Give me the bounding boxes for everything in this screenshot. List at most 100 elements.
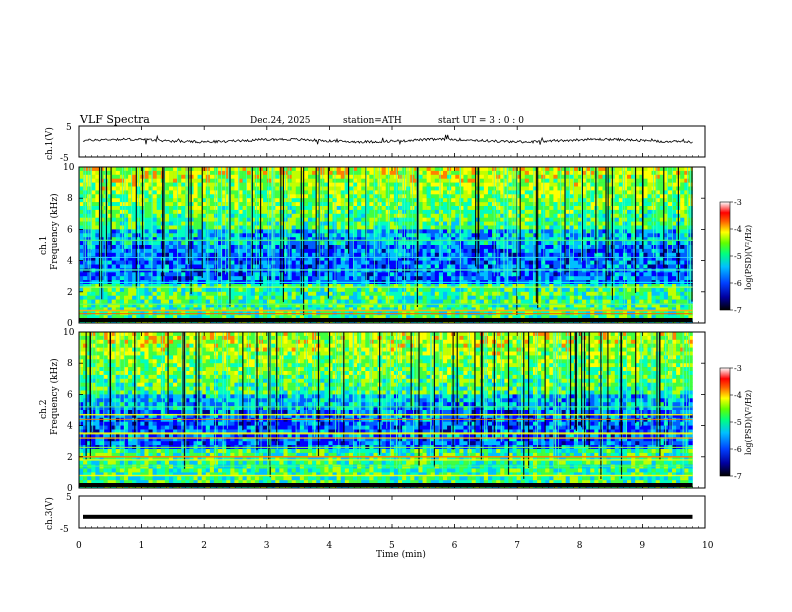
spectrogram-cell [516,248,522,254]
spectrogram-cell [410,303,415,308]
spectrogram-cell [463,186,468,191]
spectrogram-cell [111,291,117,296]
spectrogram-cell [275,303,280,308]
spectrogram-cell [283,276,288,281]
spectrogram-cell [357,178,362,183]
spectrogram-cell [213,315,219,320]
spectrogram-cell [508,170,513,176]
spectrogram-cell [373,170,378,176]
spectrogram-cell [279,194,284,199]
spectrogram-cell [430,174,436,179]
spectrogram-cell [524,315,530,320]
spectrogram-cell [541,256,546,261]
spectrogram-cell [430,190,436,195]
spectrogram-cell [418,190,423,195]
spectrogram-cell [267,245,272,250]
spectrogram-cell [95,272,100,277]
spectrogram-cell [79,233,84,238]
spectrogram-cell [119,260,125,265]
spectrogram-cell [385,225,391,230]
spectrogram-cell [361,237,366,242]
spectrogram-cell [123,276,129,281]
spectrogram-cell [279,202,284,207]
spectrogram-cell [95,260,100,265]
spectrogram-cell [197,186,202,191]
spectrogram-cell [528,287,534,293]
spectrogram-cell [295,260,301,265]
spectrogram-cell [561,190,566,195]
spectrogram-cell [324,260,329,265]
spectrogram-cell [340,272,346,277]
spectrogram-cell [234,202,239,207]
spectrogram-cell [504,206,509,211]
spectrogram-cell [545,213,550,218]
spectrogram-cell [177,178,182,183]
spectrogram-cell [377,241,382,246]
spectrogram-cell [79,284,84,289]
spectrogram-cell [242,217,247,222]
spectrogram-cell [168,190,174,195]
spectrogram-cell [95,291,100,296]
spectrogram-cell [177,217,182,222]
spectrogram-cell [303,276,309,281]
spectrogram-cell [303,284,309,289]
spectrogram-cell [573,260,579,265]
spectrogram-cell [479,190,485,195]
spectrogram-cell [561,248,566,254]
spectrogram-cell [271,190,276,195]
spectrogram-cell [254,233,260,238]
spectrogram-cell [271,186,276,191]
spectrogram-cell [430,178,436,183]
spectrogram-cell [263,198,268,203]
spectrogram-cell [242,287,247,293]
spectrogram-cell [316,237,321,242]
spectrogram-cell [516,291,522,296]
spectrogram-cell [492,295,497,300]
spectrogram-cell [561,178,566,183]
spectrogram-cell [230,299,235,304]
spectrogram-cell [91,206,96,211]
spectrogram-cell [263,260,268,265]
spectrogram-cell [95,167,100,172]
spectrogram-cell [107,225,113,230]
spectrogram-cell [438,174,444,179]
spectrogram-cell [328,186,333,191]
spectrogram-cell [181,284,186,289]
spectrogram-cell [222,307,227,312]
spectrogram-cell [569,315,575,320]
spectrogram-cell [336,233,342,238]
spectrogram-cell [471,307,477,312]
spectrogram-cell [524,225,530,230]
spectrogram-cell [434,241,440,246]
spectrogram-cell [152,256,158,261]
spectrogram-cell [181,229,186,234]
spectrogram-cell [438,252,444,257]
spectrogram-cell [467,299,472,304]
spectrogram-cell [500,291,505,296]
spectrogram-cell [516,284,522,289]
spectrogram-cell [144,315,149,320]
spectrogram-cell [381,194,387,199]
spectrogram-cell [328,241,333,246]
spectrogram-cell [582,241,587,246]
spectrogram-cell [303,198,309,203]
spectrogram-cell [160,315,166,320]
spectrogram-cell [357,284,362,289]
spectrogram-cell [164,260,170,265]
spectrogram-cell [569,225,575,230]
spectrogram-cell [168,221,174,226]
spectrogram-cell [295,272,301,277]
spectrogram-cell [389,186,395,191]
spectrogram-cell [152,241,158,246]
spectrogram-cell [479,194,485,199]
spectrogram-cell [303,206,309,211]
spectrogram-cell [316,256,321,261]
spectrogram-cell [541,237,546,242]
spectrogram-cell [308,241,313,246]
spectrogram-cell [287,202,292,207]
spectrogram-cell [267,202,272,207]
spectrogram-cell [263,307,268,312]
spectrogram-cell [447,303,452,308]
spectrogram-cell [389,206,395,211]
spectrogram-cell [185,237,190,242]
